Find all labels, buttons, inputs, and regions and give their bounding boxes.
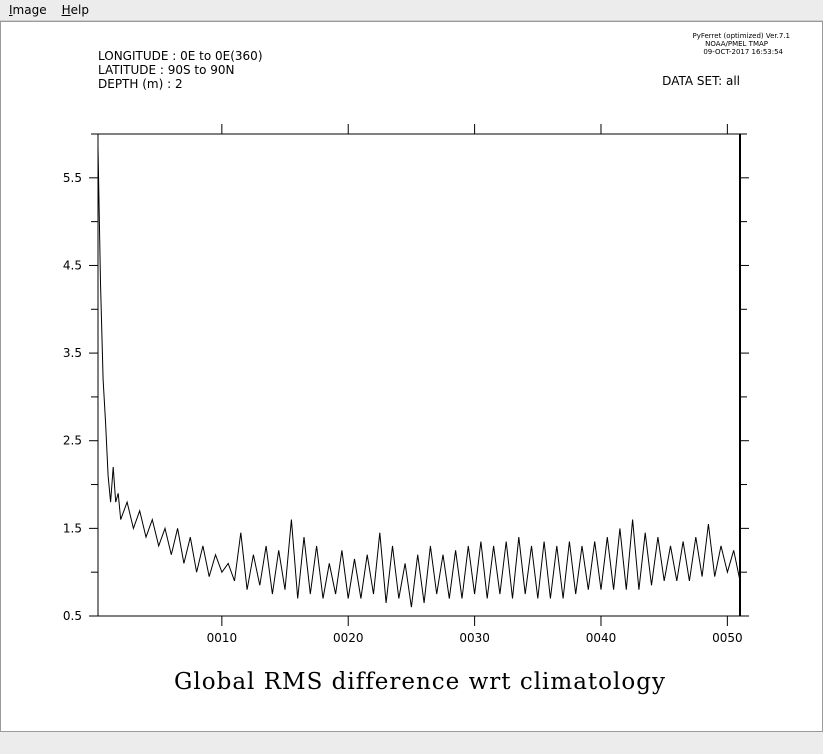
depth-label: DEPTH (m) : 2 [98,77,183,91]
chart-title: Global RMS difference wrt climatology [174,669,666,695]
plot-canvas: LONGITUDE : 0E to 0E(360) LATITUDE : 90S… [0,21,823,732]
x-tick-label: 0020 [333,631,364,645]
dataset-label: DATA SET: all [662,74,740,88]
menu-help[interactable]: Help [53,3,95,17]
y-tick-label: 5.5 [63,171,82,185]
x-tick-label: 0050 [712,631,743,645]
ferret-version: PyFerret (optimized) Ver.7.1 [692,32,790,40]
x-tick-label: 0010 [207,631,238,645]
y-tick-label: 0.5 [63,609,82,623]
plot-header: LONGITUDE : 0E to 0E(360) LATITUDE : 90S… [98,32,790,91]
x-axis: 0010 0020 0030 0040 0050 [207,124,743,645]
menu-image[interactable]: Image [0,3,53,17]
x-tick-label: 0030 [459,631,490,645]
ferret-org: NOAA/PMEL TMAP [705,40,768,48]
menu-bar: Image Help [0,0,823,21]
y-tick-label: 1.5 [63,521,82,535]
y-axis: 0.5 1.5 2.5 3.5 4.5 5.5 [63,133,749,623]
y-tick-label: 3.5 [63,346,82,360]
menu-image-accel: I [9,3,13,17]
y-tick-label: 4.5 [63,258,82,272]
status-bar [0,732,823,754]
y-tick-label: 2.5 [63,434,82,448]
ferret-date: 09-OCT-2017 16:53:54 [703,48,783,56]
x-tick-label: 0040 [586,631,617,645]
plot-svg: LONGITUDE : 0E to 0E(360) LATITUDE : 90S… [63,32,790,695]
menu-help-rest: elp [70,3,89,17]
longitude-label: LONGITUDE : 0E to 0E(360) [98,49,263,63]
series-line [97,147,741,608]
latitude-label: LATITUDE : 90S to 90N [98,63,235,77]
menu-image-rest: mage [12,3,47,17]
menu-help-accel: H [61,3,71,17]
